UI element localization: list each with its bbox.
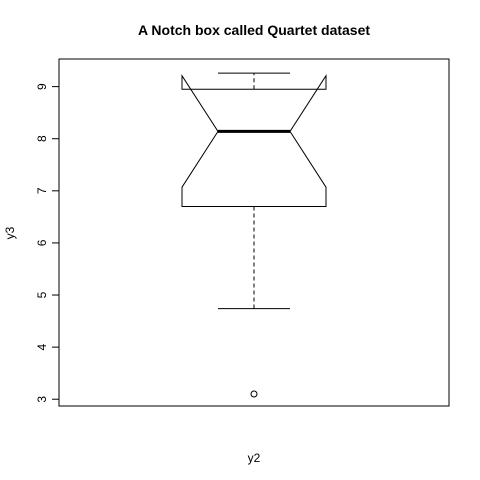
chart-title: A Notch box called Quartet dataset bbox=[138, 22, 370, 38]
y-tick-label: 9 bbox=[35, 83, 49, 90]
y-tick-label: 3 bbox=[35, 396, 49, 403]
y-axis-label: y3 bbox=[3, 226, 17, 239]
outlier-point bbox=[250, 390, 258, 398]
y-tick-label: 4 bbox=[35, 343, 49, 350]
x-axis-label: y2 bbox=[248, 451, 261, 465]
plot-frame bbox=[58, 58, 450, 407]
y-tick-label: 6 bbox=[35, 239, 49, 246]
y-axis: 3 4 5 6 7 8 9 bbox=[35, 83, 60, 403]
notched-box bbox=[181, 73, 327, 207]
y-tick-label: 7 bbox=[35, 187, 49, 194]
y-tick-label: 8 bbox=[35, 135, 49, 142]
notched-box-plot bbox=[181, 72, 327, 398]
y-tick-label: 5 bbox=[35, 291, 49, 298]
